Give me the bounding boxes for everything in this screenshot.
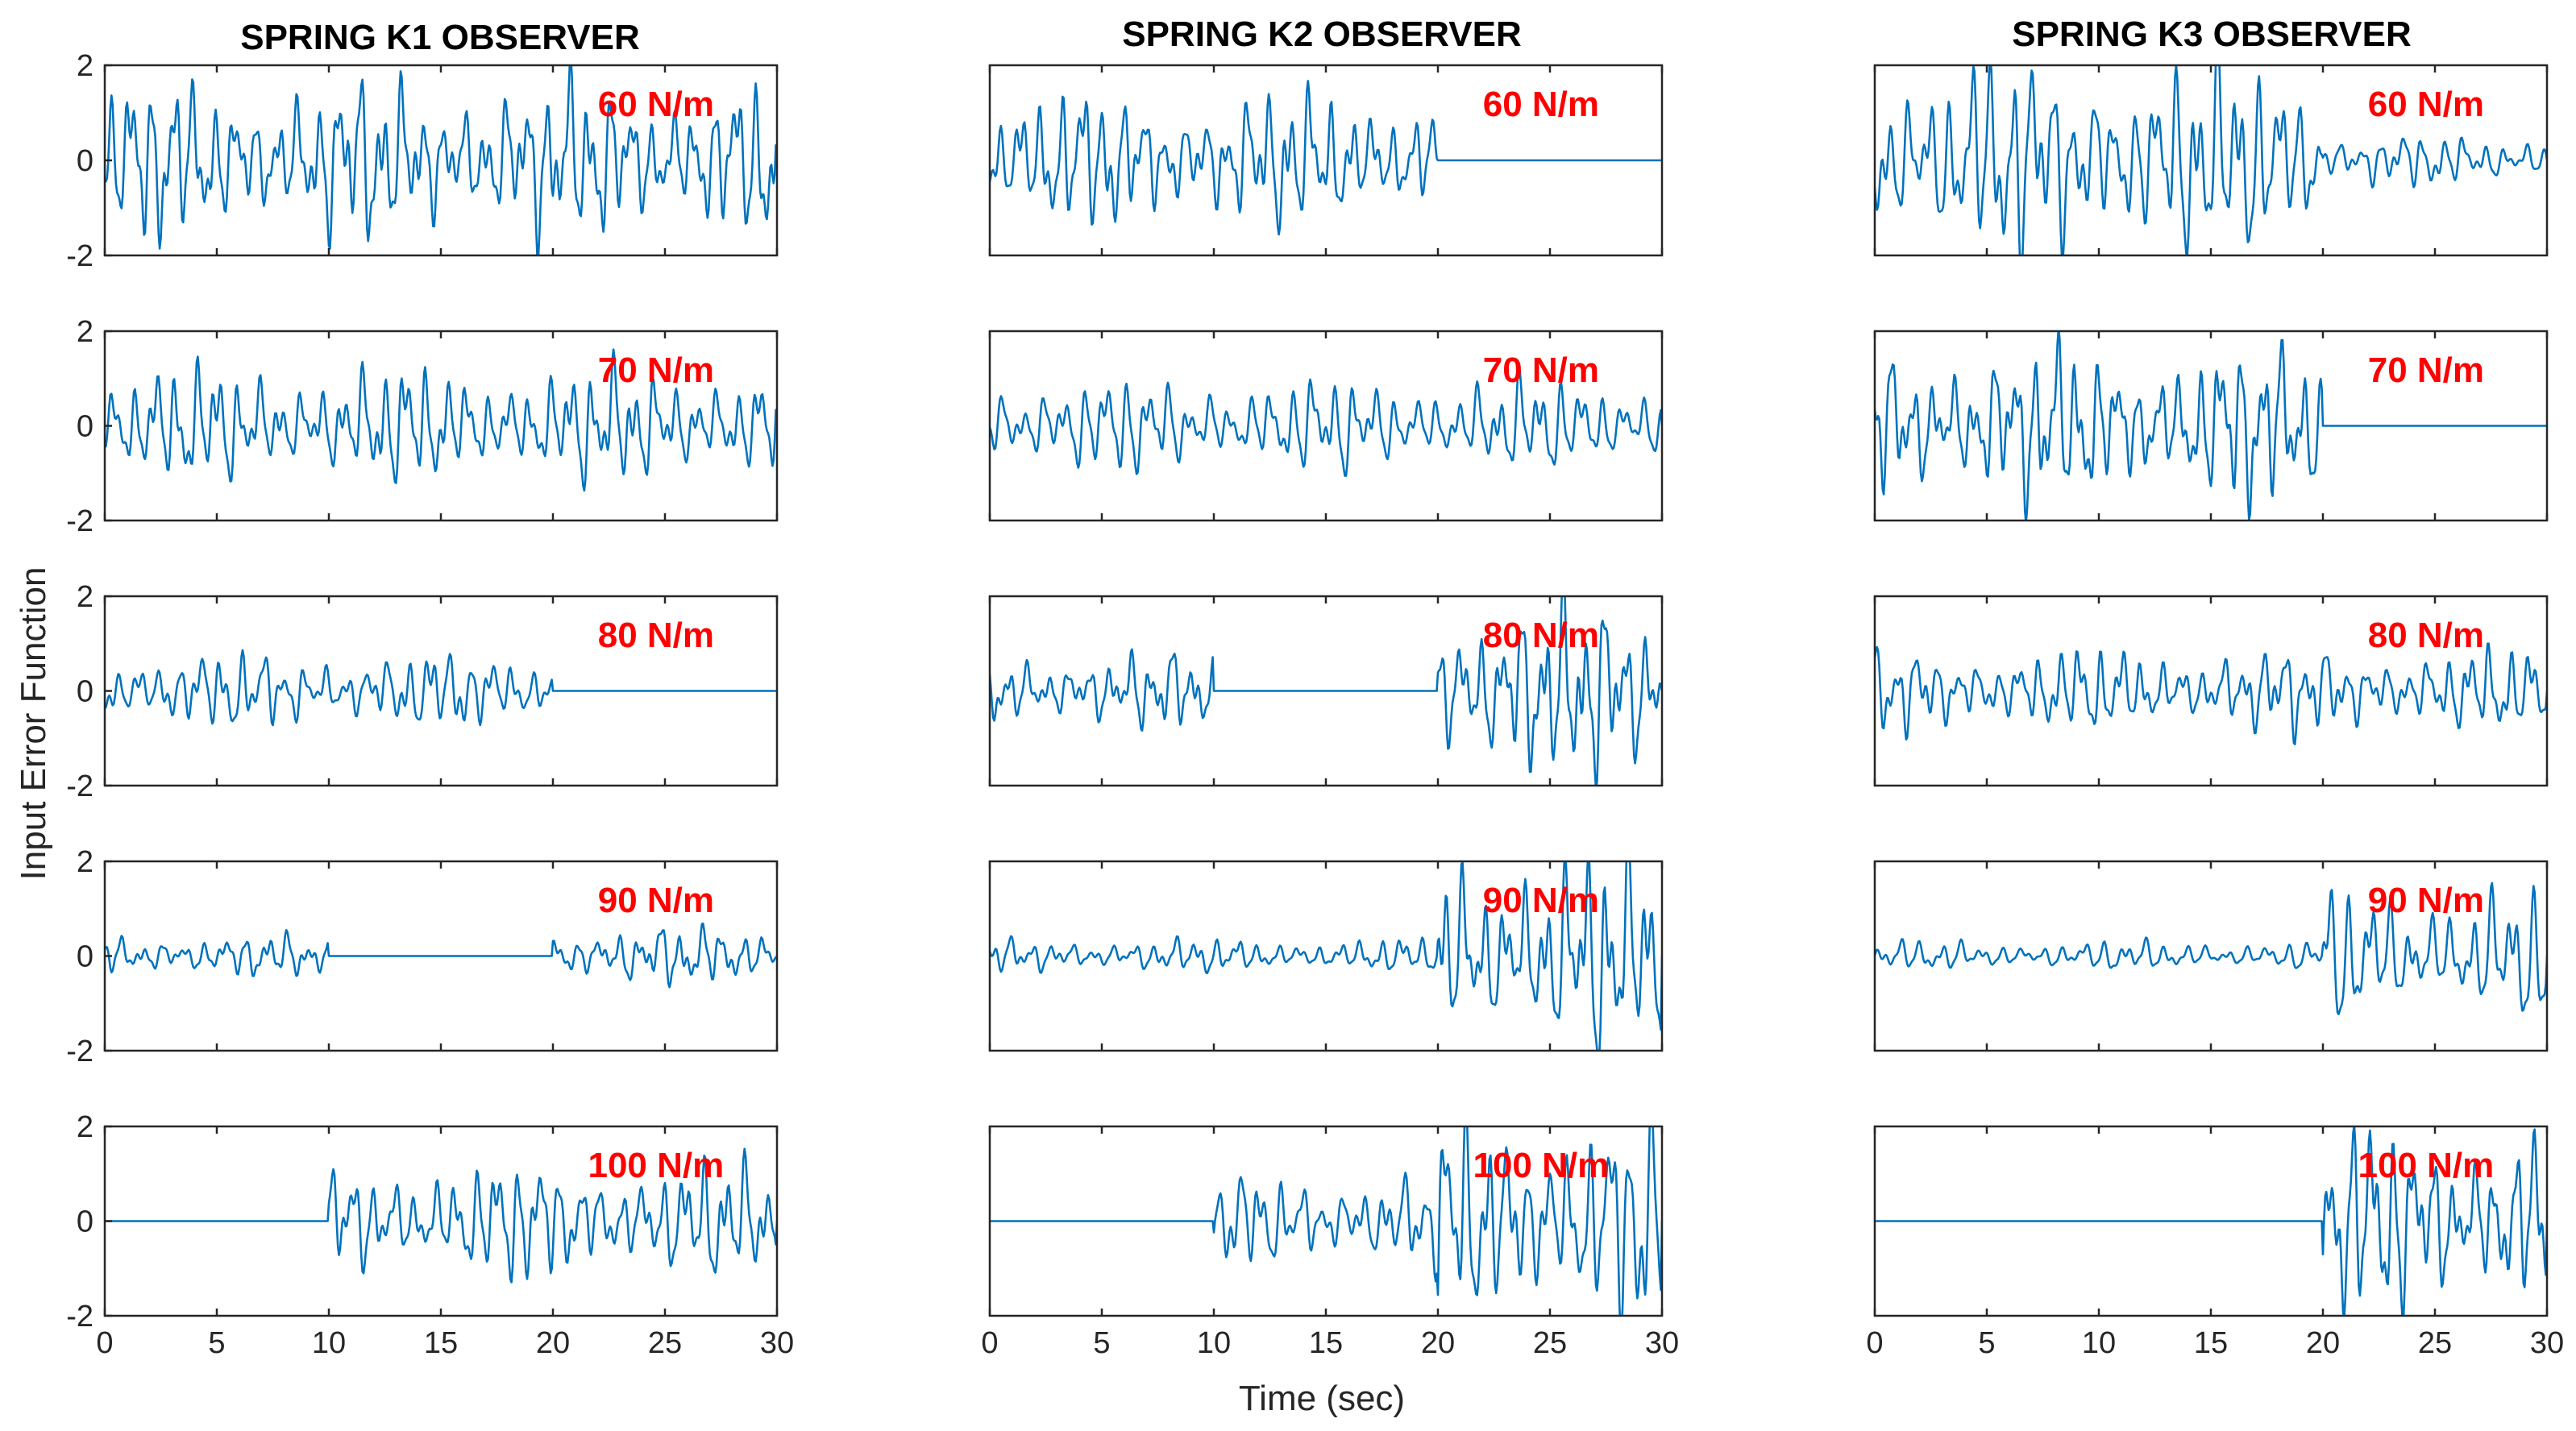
x-tick-label-c2-r5-6: 30 xyxy=(1645,1326,1679,1360)
signal-line-c1-r5 xyxy=(105,1147,777,1284)
col-title-k1: SPRING K1 OBSERVER xyxy=(240,18,640,57)
signal-line-c3-r5 xyxy=(1875,1126,2547,1316)
y-tick-label-c1-r2-1: 0 xyxy=(77,410,93,444)
annotation-c1-r3: 80 N/m xyxy=(598,616,714,655)
y-tick-label-c1-r1-1: 0 xyxy=(77,144,93,178)
signal-line-c3-r4 xyxy=(1875,881,2547,1015)
annotation-c1-r2: 70 N/m xyxy=(598,350,714,390)
annotation-c2-r4: 90 N/m xyxy=(1483,881,1599,920)
y-tick-label-c1-r3-2: 2 xyxy=(77,580,93,614)
y-tick-label-c1-r4-1: 0 xyxy=(77,940,93,974)
x-tick-label-c3-r5-1: 5 xyxy=(1978,1326,1995,1360)
x-tick-label-c2-r5-4: 20 xyxy=(1421,1326,1455,1360)
x-tick-label-c3-r5-2: 10 xyxy=(2082,1326,2116,1360)
x-tick-label-c1-r5-6: 30 xyxy=(760,1326,794,1360)
x-tick-label-c3-r5-0: 0 xyxy=(1866,1326,1883,1360)
signal-line-c1-r2 xyxy=(105,348,777,492)
signal-line-c2-r1 xyxy=(990,80,1662,236)
annotation-c2-r3: 80 N/m xyxy=(1483,616,1599,655)
annotation-c1-r4: 90 N/m xyxy=(598,881,714,920)
annotation-c3-r5: 100 N/m xyxy=(2358,1146,2494,1185)
annotation-c1-r5: 100 N/m xyxy=(588,1146,724,1185)
y-tick-label-c1-r4-2: 2 xyxy=(77,845,93,879)
signal-line-c2-r2 xyxy=(990,367,1662,477)
annotation-c2-r2: 70 N/m xyxy=(1483,350,1599,390)
y-tick-label-c1-r1-0: -2 xyxy=(66,239,93,273)
signal-line-c2-r5 xyxy=(990,1126,1662,1316)
x-tick-label-c3-r5-3: 15 xyxy=(2194,1326,2228,1360)
y-tick-label-c1-r3-1: 0 xyxy=(77,675,93,709)
y-tick-label-c1-r1-2: 2 xyxy=(77,49,93,83)
annotation-c2-r5: 100 N/m xyxy=(1473,1146,1609,1185)
x-tick-label-c1-r5-4: 20 xyxy=(536,1326,570,1360)
signal-line-c3-r3 xyxy=(1875,642,2547,745)
annotation-c2-r1: 60 N/m xyxy=(1483,85,1599,124)
y-tick-label-c1-r3-0: -2 xyxy=(66,769,93,803)
x-tick-label-c1-r5-5: 25 xyxy=(648,1326,682,1360)
y-tick-label-c1-r5-2: 2 xyxy=(77,1110,93,1144)
annotation-c3-r2: 70 N/m xyxy=(2368,350,2484,390)
x-tick-label-c2-r5-3: 15 xyxy=(1309,1326,1343,1360)
x-tick-label-c1-r5-2: 10 xyxy=(312,1326,346,1360)
signal-line-c3-r1 xyxy=(1875,65,2547,255)
x-tick-label-c2-r5-1: 5 xyxy=(1093,1326,1110,1360)
x-tick-label-c2-r5-0: 0 xyxy=(981,1326,998,1360)
y-tick-label-c1-r5-0: -2 xyxy=(66,1300,93,1334)
y-tick-label-c1-r2-2: 2 xyxy=(77,315,93,349)
annotation-c3-r3: 80 N/m xyxy=(2368,616,2484,655)
signal-line-c3-r2 xyxy=(1875,331,2547,521)
x-tick-label-c2-r5-2: 10 xyxy=(1197,1326,1231,1360)
col-title-k3: SPRING K3 OBSERVER xyxy=(2012,15,2412,54)
col-title-k2: SPRING K2 OBSERVER xyxy=(1122,15,1522,54)
x-tick-label-c3-r5-4: 20 xyxy=(2306,1326,2340,1360)
x-tick-label-c1-r5-3: 15 xyxy=(424,1326,458,1360)
x-tick-label-c3-r5-5: 25 xyxy=(2418,1326,2452,1360)
signal-line-c1-r4 xyxy=(105,923,777,989)
signal-line-c2-r3 xyxy=(990,596,1662,786)
annotation-c3-r1: 60 N/m xyxy=(2368,85,2484,124)
y-tick-label-c1-r2-0: -2 xyxy=(66,504,93,538)
x-tick-label-c1-r5-0: 0 xyxy=(96,1326,113,1360)
signal-line-c2-r4 xyxy=(990,861,1662,1051)
annotation-c3-r4: 90 N/m xyxy=(2368,881,2484,920)
y-tick-label-c1-r4-0: -2 xyxy=(66,1035,93,1068)
signal-line-c1-r3 xyxy=(105,649,777,727)
x-tick-label-c2-r5-5: 25 xyxy=(1533,1326,1567,1360)
x-tick-label-c3-r5-6: 30 xyxy=(2530,1326,2564,1360)
y-tick-label-c1-r5-1: 0 xyxy=(77,1205,93,1239)
x-tick-label-c1-r5-1: 5 xyxy=(208,1326,225,1360)
annotation-c1-r1: 60 N/m xyxy=(598,85,714,124)
x-axis-label: Time (sec) xyxy=(1239,1379,1405,1418)
y-axis-label: Input Error Function xyxy=(14,567,53,881)
signal-line-c1-r1 xyxy=(105,65,777,255)
